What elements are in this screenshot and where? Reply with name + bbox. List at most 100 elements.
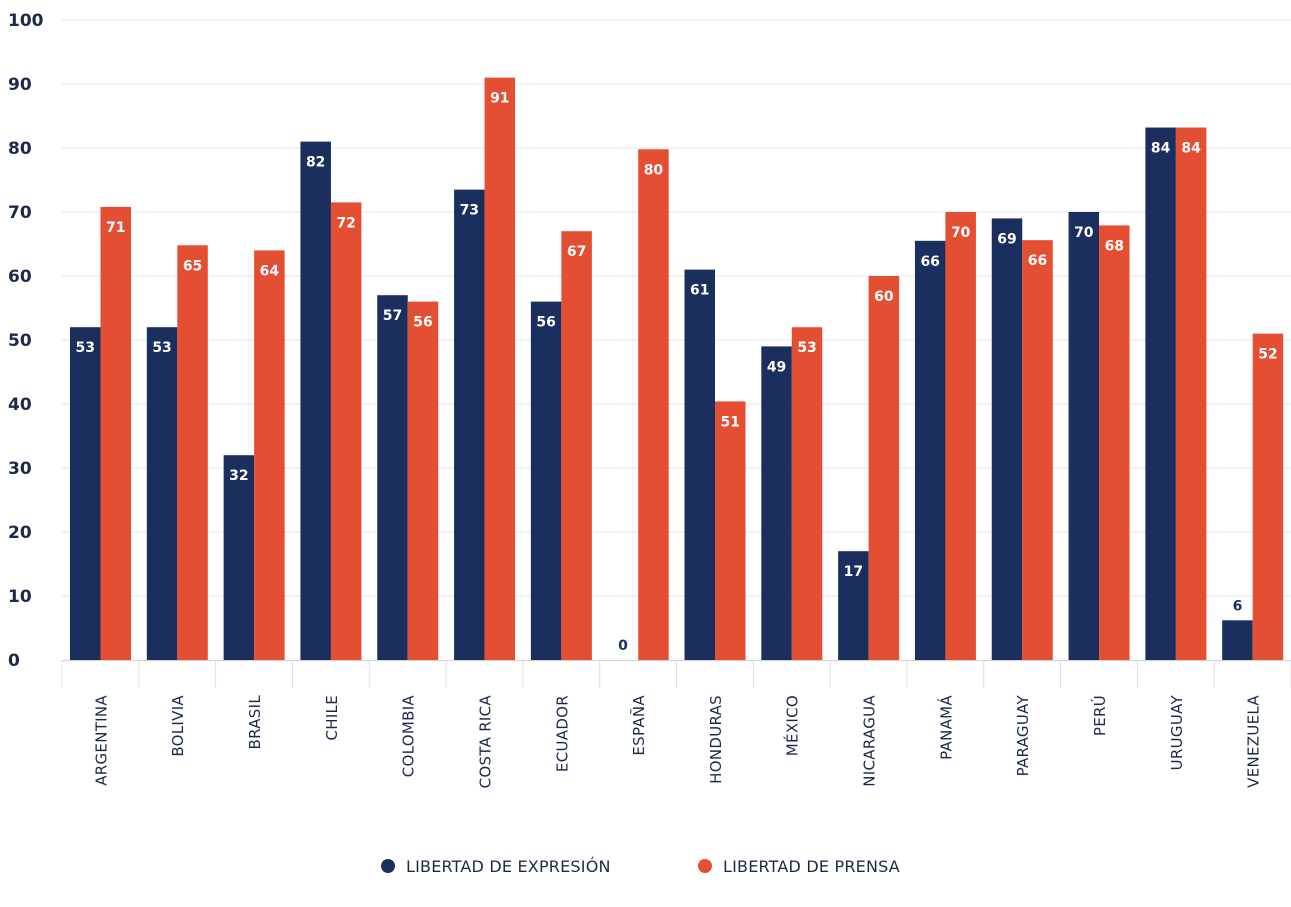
bar-data-label: 65 xyxy=(183,258,202,274)
x-tick-label: CHILE xyxy=(323,695,341,741)
bar-expresion xyxy=(1068,212,1100,660)
x-tick-label: HONDURAS xyxy=(707,695,725,784)
y-tick-label: 0 xyxy=(8,651,20,671)
x-axis-ticks: ARGENTINA BOLIVIA BRASIL CHILE COLOMBIA COSTA… xyxy=(92,694,1262,788)
bar-data-label: 66 xyxy=(1028,253,1047,269)
bar-data-label: 61 xyxy=(690,283,709,299)
y-tick-label: 80 xyxy=(8,139,32,159)
x-tick-label: ECUADOR xyxy=(553,695,571,772)
y-tick-label: 10 xyxy=(8,587,32,607)
bar-data-label: 84 xyxy=(1151,141,1171,157)
bar-expresion xyxy=(1222,620,1253,660)
x-tick-label: COSTA RICA xyxy=(476,695,494,789)
bar-data-label: 66 xyxy=(920,254,939,270)
bar-expresion xyxy=(223,455,255,660)
bar-expresion xyxy=(70,327,101,660)
bar-prensa xyxy=(1022,240,1053,660)
bar-prensa xyxy=(177,245,208,660)
bar-prensa xyxy=(254,250,285,660)
bar-data-label: 73 xyxy=(460,203,479,219)
bar-data-label: 0 xyxy=(618,638,628,654)
bar-data-label: 56 xyxy=(413,315,432,331)
bar-data-label: 84 xyxy=(1181,141,1201,157)
y-tick-label: 90 xyxy=(8,75,32,95)
bar-data-label: 67 xyxy=(567,244,586,260)
y-tick-label: 20 xyxy=(8,523,32,543)
bar-data-label: 70 xyxy=(951,225,971,241)
x-tick-label: PANAMÁ xyxy=(936,695,955,760)
bar-prensa xyxy=(945,212,976,660)
y-tick-label: 30 xyxy=(8,459,32,479)
bar-prensa xyxy=(1099,225,1130,660)
bar-data-label: 52 xyxy=(1258,347,1277,363)
bar-prensa xyxy=(1252,333,1284,660)
bar-prensa xyxy=(1175,127,1207,660)
bar-data-label: 32 xyxy=(229,468,248,484)
legend-marker xyxy=(698,859,712,873)
bar-data-label: 80 xyxy=(644,162,664,178)
legend-label: LIBERTAD DE PRENSA xyxy=(723,857,900,876)
y-axis-ticks: 0 10 20 30 40 50 60 70 80 90 100 xyxy=(8,11,44,671)
bar-data-label: 53 xyxy=(76,340,95,356)
y-tick-label: 100 xyxy=(8,11,44,31)
bar-prensa xyxy=(484,77,516,661)
bar-data-label: 6 xyxy=(1233,598,1243,614)
y-tick-label: 40 xyxy=(8,395,32,415)
x-tick-label: URUGUAY xyxy=(1168,694,1186,770)
bar-data-label: 91 xyxy=(490,91,509,107)
x-tick-label: COLOMBIA xyxy=(400,695,418,778)
bar-expresion xyxy=(991,218,1023,660)
bar-data-label: 57 xyxy=(383,308,402,324)
bar-expresion xyxy=(684,269,715,660)
x-tick-label: NICARAGUA xyxy=(861,695,879,787)
bar-data-label: 53 xyxy=(152,340,171,356)
bar-prensa xyxy=(868,276,900,660)
x-tick-label: MÉXICO xyxy=(783,695,802,756)
bar-expresion xyxy=(146,327,178,660)
bar-prensa xyxy=(407,301,439,660)
x-tick-label: PERÚ xyxy=(1090,695,1109,736)
bar-data-label: 64 xyxy=(260,263,280,279)
bar-expresion xyxy=(300,141,331,661)
x-tick-label: BOLIVIA xyxy=(169,695,187,757)
bar-prensa xyxy=(561,231,592,660)
legend-marker xyxy=(381,859,395,873)
x-tick-label: ARGENTINA xyxy=(92,695,110,786)
bar-data-label: 56 xyxy=(536,315,555,331)
bar-prensa xyxy=(791,327,823,660)
bar-data-label: 71 xyxy=(106,220,125,236)
bar-expresion xyxy=(838,551,869,660)
bar-data-label: 68 xyxy=(1105,238,1124,254)
x-axis xyxy=(61,660,1291,688)
bar-data-label: 60 xyxy=(874,289,894,305)
bar-prensa xyxy=(715,401,746,660)
bar-expresion xyxy=(914,240,946,661)
bar-prensa xyxy=(330,202,362,660)
y-tick-label: 70 xyxy=(8,203,32,223)
bar-data-label: 72 xyxy=(336,215,355,231)
bar-expresion xyxy=(377,295,408,660)
bar-data-label: 17 xyxy=(844,564,863,580)
bar-data-label: 53 xyxy=(797,340,816,356)
bar-expresion xyxy=(530,301,562,660)
bar-prensa xyxy=(638,149,669,660)
bar-expresion xyxy=(454,189,485,660)
bar-data-label: 70 xyxy=(1074,225,1094,241)
bar-data-label: 69 xyxy=(997,231,1016,247)
x-tick-label: BRASIL xyxy=(246,695,264,750)
bar-data-label: 51 xyxy=(721,414,740,430)
legend-label: LIBERTAD DE EXPRESIÓN xyxy=(406,857,611,876)
y-tick-label: 50 xyxy=(8,331,32,351)
y-tick-label: 60 xyxy=(8,267,32,287)
bar-data-label: 82 xyxy=(306,155,325,171)
bars xyxy=(70,77,1284,661)
x-tick-label: PARAGUAY xyxy=(1014,694,1032,776)
bar-expresion xyxy=(761,346,792,660)
x-tick-label: ESPAÑA xyxy=(629,695,648,756)
bar-expresion xyxy=(1145,127,1176,660)
x-tick-label: VENEZUELA xyxy=(1245,695,1263,788)
bar-prensa xyxy=(100,206,131,660)
legend: LIBERTAD DE EXPRESIÓN LIBERTAD DE PRENSA xyxy=(381,857,900,876)
